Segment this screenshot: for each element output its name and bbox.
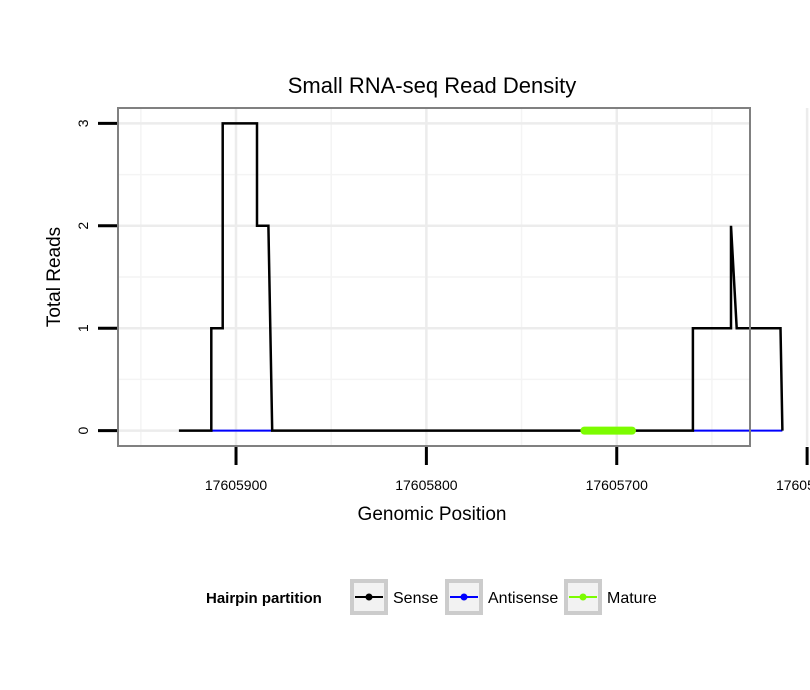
y-tick-label: 0 [75, 427, 91, 435]
y-axis-label: Total Reads [44, 227, 65, 327]
plot-border [117, 107, 751, 447]
legend-point-antisense [460, 593, 468, 601]
y-axis: 0 1 2 3 [75, 119, 117, 435]
x-tick-label: 17605900 [205, 477, 268, 493]
legend: Hairpin partition Sense Antisense Mature [206, 579, 657, 615]
y-tick-label: 1 [75, 324, 91, 332]
x-axis-label: Genomic Position [358, 504, 507, 525]
legend-label-sense: Sense [393, 590, 438, 607]
legend-label-mature: Mature [607, 590, 657, 607]
x-axis: 17605900 17605800 17605700 17605600 [205, 447, 810, 493]
legend-item-sense: Sense [350, 579, 438, 615]
chart-title: Small RNA-seq Read Density [288, 73, 577, 98]
legend-point-sense [365, 593, 373, 601]
plot-area [117, 107, 809, 447]
legend-item-antisense: Antisense [445, 579, 558, 615]
legend-item-mature: Mature [564, 579, 657, 615]
x-tick-label: 17605600 [776, 477, 810, 493]
y-tick-label: 3 [75, 119, 91, 127]
series-layer [178, 122, 784, 435]
legend-point-mature [579, 593, 587, 601]
legend-title: Hairpin partition [206, 590, 322, 607]
x-tick-label: 17605800 [395, 477, 458, 493]
x-tick-label: 17605700 [586, 477, 649, 493]
y-tick-label: 2 [75, 222, 91, 230]
legend-label-antisense: Antisense [488, 590, 558, 607]
series-line-sense [178, 122, 784, 432]
